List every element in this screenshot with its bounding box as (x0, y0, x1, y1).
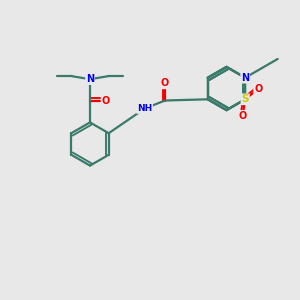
Text: O: O (254, 84, 262, 94)
Text: S: S (242, 94, 249, 104)
Text: O: O (101, 96, 110, 106)
Text: N: N (86, 74, 94, 84)
Text: N: N (241, 73, 249, 83)
Text: O: O (161, 78, 169, 88)
Text: NH: NH (137, 104, 152, 113)
Text: O: O (238, 111, 247, 121)
